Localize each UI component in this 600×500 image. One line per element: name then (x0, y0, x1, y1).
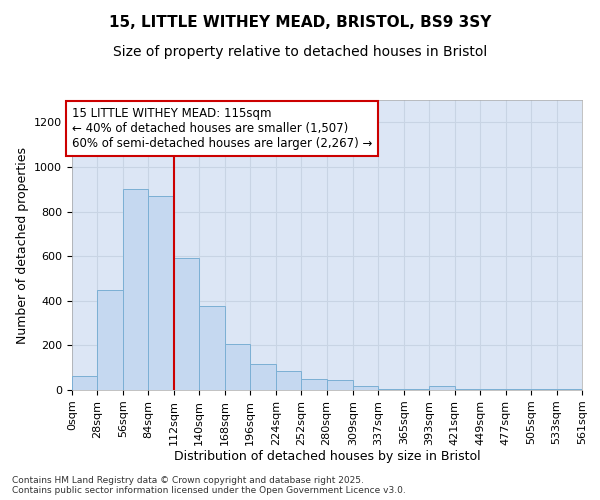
Bar (250, 364, 275, 390)
Bar (97, 290, 123, 390)
Bar (429, 386, 455, 390)
Bar (404, 389, 429, 390)
X-axis label: Distribution of detached houses by size in Bristol: Distribution of detached houses by size … (173, 450, 481, 464)
Bar (557, 389, 582, 390)
Bar (148, 196, 174, 390)
Bar (326, 380, 353, 390)
Bar (480, 389, 506, 390)
Text: Size of property relative to detached houses in Bristol: Size of property relative to detached ho… (113, 45, 487, 59)
Bar (123, 189, 148, 390)
Text: Contains HM Land Registry data © Crown copyright and database right 2025.
Contai: Contains HM Land Registry data © Crown c… (12, 476, 406, 495)
Bar (301, 379, 326, 390)
Bar (275, 371, 301, 390)
Bar (174, 258, 199, 390)
Bar (506, 389, 531, 390)
Bar (379, 389, 404, 390)
Bar (225, 344, 250, 390)
Text: 15 LITTLE WITHEY MEAD: 115sqm
← 40% of detached houses are smaller (1,507)
60% o: 15 LITTLE WITHEY MEAD: 115sqm ← 40% of d… (72, 106, 373, 150)
Bar (72, 376, 97, 390)
Bar (353, 386, 379, 390)
Bar (455, 389, 480, 390)
Bar (531, 389, 557, 390)
Y-axis label: Number of detached properties: Number of detached properties (16, 146, 29, 344)
Bar (199, 306, 225, 390)
Text: 15, LITTLE WITHEY MEAD, BRISTOL, BS9 3SY: 15, LITTLE WITHEY MEAD, BRISTOL, BS9 3SY (109, 15, 491, 30)
